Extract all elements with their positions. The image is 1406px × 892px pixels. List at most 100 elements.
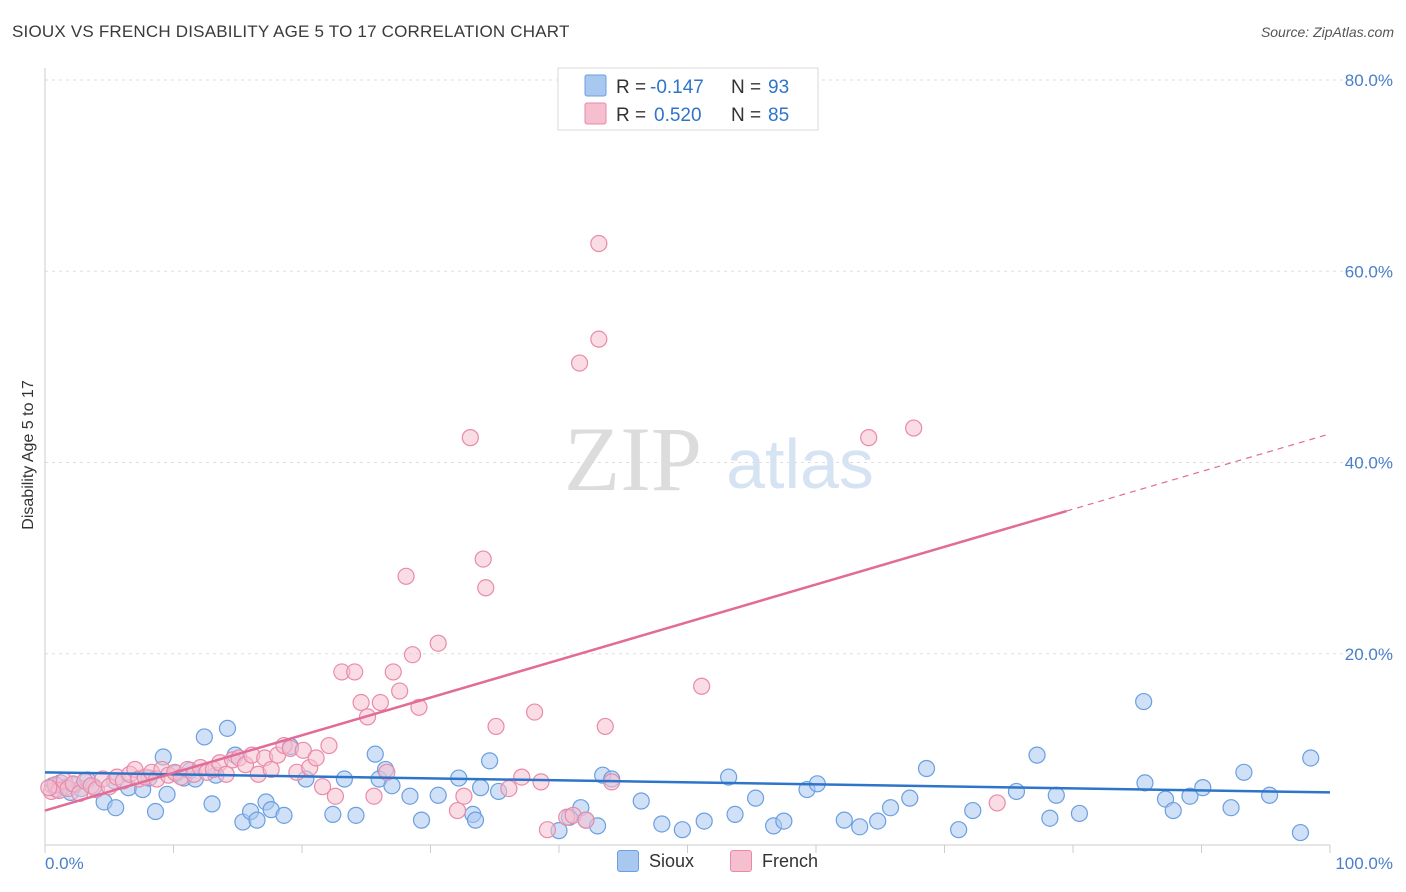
legend-r-label-sioux: R = (616, 77, 646, 98)
sioux-point-48 (472, 779, 490, 797)
sioux-point-29 (248, 811, 266, 829)
legend-r-value-sioux: -0.147 (650, 77, 704, 98)
y-tick-label-80: 80.0% (1345, 71, 1393, 90)
sioux-point-87 (1194, 779, 1212, 797)
legend-n-label-french: N = (731, 105, 761, 126)
sioux-point-49 (481, 752, 499, 770)
legend-n-value-french: 85 (768, 105, 789, 126)
french-trend-extension (1066, 433, 1331, 512)
french-point-45 (313, 778, 332, 796)
sioux-point-69 (835, 811, 853, 829)
series-legend: Sioux French (0, 850, 1406, 878)
sioux-point-59 (653, 815, 671, 833)
legend-r-value-french: 0.520 (654, 105, 702, 126)
sioux-point-10 (107, 799, 125, 817)
watermark-zip: ZIP (564, 408, 702, 510)
sioux-point-89 (1235, 763, 1253, 781)
french-point-68 (513, 768, 531, 786)
french-point-71 (538, 821, 557, 839)
sioux-point-38 (366, 745, 384, 763)
sioux-point-78 (1028, 746, 1046, 764)
sioux-point-25 (218, 719, 237, 737)
french-point-49 (346, 663, 364, 681)
french-point-81 (860, 429, 878, 447)
legend-swatch-french (584, 102, 607, 125)
french-point-55 (384, 663, 402, 681)
legend-swatch-french-bottom (730, 850, 752, 872)
legend-n-value-sioux: 93 (768, 77, 789, 98)
sioux-point-82 (1136, 774, 1154, 792)
data-points (40, 234, 1320, 842)
legend-item-french: French (730, 850, 818, 872)
sioux-point-22 (195, 728, 213, 746)
french-point-84 (40, 779, 58, 797)
sioux-point-90 (1261, 786, 1279, 804)
sioux-point-66 (775, 812, 793, 830)
sioux-point-61 (695, 812, 713, 830)
sioux-point-43 (412, 811, 431, 829)
axes: 20.0% 40.0% 60.0% 80.0% 0.0% 100.0% (44, 68, 1393, 873)
french-point-47 (326, 787, 345, 805)
french-point-37 (262, 760, 280, 779)
sioux-point-91 (1291, 823, 1310, 842)
sioux-point-47 (466, 811, 485, 829)
sioux-trend-line (44, 771, 1331, 794)
sioux-point-83 (1135, 692, 1153, 711)
sioux-point-35 (324, 805, 342, 824)
french-point-69 (525, 703, 544, 721)
sioux-point-32 (275, 806, 293, 824)
sioux-point-37 (347, 806, 365, 824)
french-point-66 (487, 717, 505, 736)
legend-n-label-sioux: N = (731, 77, 761, 98)
sioux-point-80 (1047, 786, 1065, 804)
legend-label-sioux: Sioux (649, 850, 695, 871)
sioux-point-23 (203, 795, 221, 813)
french-point-75 (570, 354, 589, 372)
sioux-point-44 (429, 786, 447, 804)
sioux-point-92 (1302, 749, 1320, 767)
french-point-61 (448, 801, 467, 820)
sioux-point-15 (146, 802, 165, 821)
french-point-50 (352, 693, 370, 712)
sioux-point-64 (747, 789, 765, 807)
chart-source: Source: ZipAtlas.com (1260, 24, 1394, 40)
french-point-63 (461, 429, 479, 447)
sioux-point-79 (1041, 809, 1059, 827)
sioux-point-74 (917, 759, 936, 778)
french-point-78 (596, 717, 614, 736)
sioux-point-58 (632, 792, 650, 810)
french-point-83 (988, 794, 1006, 812)
x-tick-label-max: 100.0% (1335, 854, 1393, 873)
sioux-point-70 (851, 818, 869, 836)
french-point-76 (590, 234, 608, 253)
y-axis-label: Disability Age 5 to 17 (20, 380, 37, 530)
french-point-70 (532, 773, 550, 791)
sioux-point-81 (1070, 804, 1089, 823)
french-point-82 (905, 419, 923, 437)
french-point-67 (500, 779, 518, 798)
legend-label-french: French (762, 850, 819, 871)
sioux-point-88 (1222, 799, 1240, 817)
sioux-point-60 (673, 821, 691, 839)
french-point-53 (371, 693, 389, 712)
french-point-52 (365, 787, 383, 805)
x-tick-label-min: 0.0% (45, 854, 84, 873)
french-point-77 (590, 330, 608, 348)
y-tick-label-60: 60.0% (1345, 262, 1393, 281)
french-point-57 (397, 567, 415, 585)
trend-lines (44, 433, 1331, 812)
french-point-42 (294, 741, 312, 759)
french-point-74 (577, 811, 595, 829)
french-point-44 (307, 749, 325, 767)
sioux-point-72 (881, 799, 900, 817)
french-point-46 (320, 736, 338, 755)
french-point-62 (455, 787, 473, 805)
french-point-65 (477, 579, 495, 597)
french-point-80 (693, 677, 711, 695)
legend-swatch-sioux (584, 74, 607, 97)
sioux-point-62 (720, 768, 738, 786)
sioux-point-76 (964, 801, 982, 820)
french-point-58 (403, 646, 422, 664)
sioux-point-36 (335, 770, 354, 788)
y-tick-label-40: 40.0% (1345, 454, 1393, 473)
